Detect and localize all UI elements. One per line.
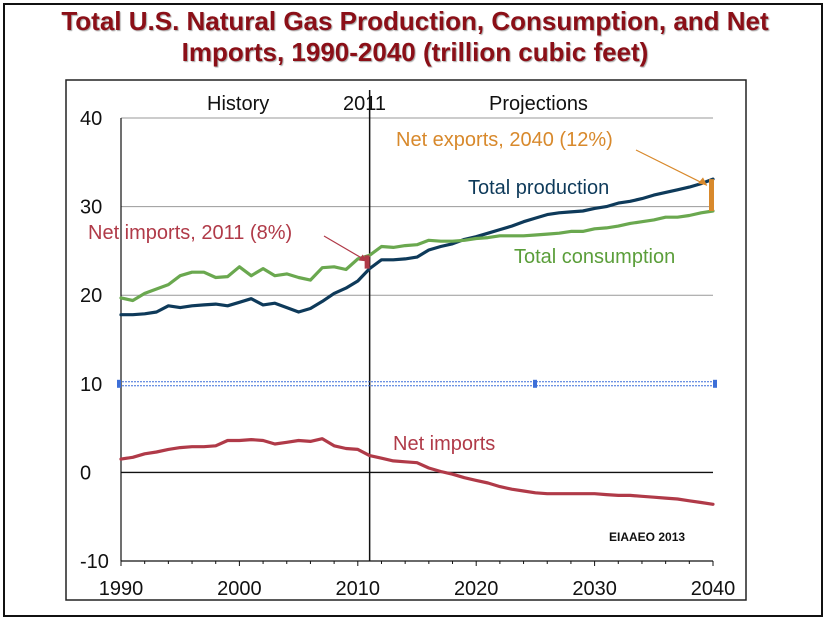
projections-label: Projections bbox=[489, 93, 588, 115]
net-imports-label: Net imports bbox=[393, 433, 495, 455]
x-tick-label: 2020 bbox=[454, 578, 499, 600]
net-exports-arrow bbox=[635, 149, 708, 186]
history-label: History bbox=[207, 93, 269, 115]
x-tick-label: 1990 bbox=[99, 578, 144, 600]
x-tick-label: 2030 bbox=[572, 578, 617, 600]
y-tick-label: 40 bbox=[80, 108, 102, 130]
selection-handle[interactable] bbox=[117, 379, 121, 388]
divider-year-label: 2011 bbox=[343, 93, 386, 115]
plot-area-border bbox=[65, 79, 747, 601]
series-layer bbox=[119, 177, 715, 506]
page-title: Total U.S. Natural Gas Production, Consu… bbox=[0, 6, 830, 68]
slide-frame bbox=[3, 3, 823, 617]
region-labels: History 2011 Projections bbox=[207, 93, 588, 115]
annotations: Net exports, 2040 (12%) Total production… bbox=[88, 129, 708, 544]
y-tick-label: 30 bbox=[80, 197, 102, 219]
net-exports-2040-bar bbox=[709, 179, 714, 212]
total-production-line bbox=[119, 177, 715, 317]
net-imports-2011-bar bbox=[364, 255, 370, 269]
net-imports-line bbox=[119, 437, 715, 506]
total-production-label: Total production bbox=[468, 177, 609, 199]
source-label: EIAAEO 2013 bbox=[609, 530, 685, 544]
selection-handle[interactable] bbox=[713, 379, 717, 388]
x-tick-label: 2000 bbox=[217, 578, 262, 600]
title-line-1: Total U.S. Natural Gas Production, Consu… bbox=[61, 6, 769, 36]
net-exports-arrowhead bbox=[698, 177, 707, 186]
y-tick-label: 20 bbox=[80, 285, 102, 307]
total-consumption-line bbox=[119, 209, 715, 303]
grid bbox=[121, 90, 713, 562]
selection-handle[interactable] bbox=[533, 379, 537, 388]
net-imports-2011-arrow bbox=[323, 235, 368, 263]
selection-handle-line[interactable] bbox=[117, 379, 717, 388]
title-line-2: Imports, 1990-2040 (trillion cubic feet) bbox=[181, 37, 649, 67]
y-tick-label: -10 bbox=[80, 551, 109, 573]
y-tick-label: 10 bbox=[80, 374, 102, 396]
y-tick-label: 0 bbox=[80, 462, 91, 484]
net-imports-2011-annotation: Net imports, 2011 (8%) bbox=[88, 222, 292, 244]
x-tick-label: 2040 bbox=[691, 578, 736, 600]
total-consumption-label: Total consumption bbox=[514, 246, 675, 268]
net-exports-annotation: Net exports, 2040 (12%) bbox=[396, 129, 613, 151]
x-tick-label: 2010 bbox=[336, 578, 381, 600]
